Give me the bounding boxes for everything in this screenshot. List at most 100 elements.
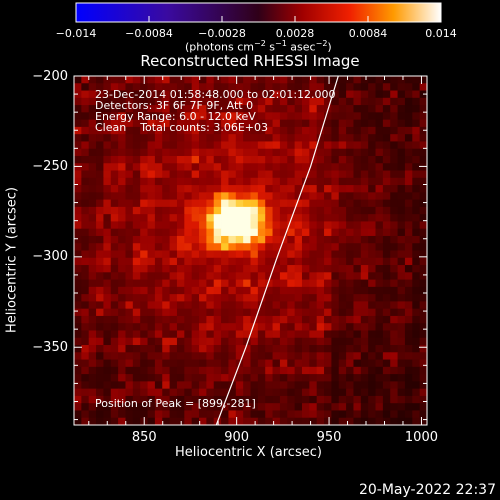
heatmap-cell xyxy=(265,410,273,419)
heatmap-cell xyxy=(140,330,148,339)
heatmap-cell xyxy=(243,105,251,113)
heatmap-cell xyxy=(81,185,90,193)
heatmap-cell xyxy=(213,272,222,280)
heatmap-cell xyxy=(419,250,427,259)
heatmap-cell xyxy=(206,192,215,200)
heatmap-cell xyxy=(338,221,347,230)
heatmap-cell xyxy=(81,199,90,208)
heatmap-cell xyxy=(382,403,391,411)
heatmap-cell xyxy=(279,228,288,237)
heatmap-cell xyxy=(412,352,421,360)
heatmap-cell xyxy=(213,286,222,295)
heatmap-cell xyxy=(176,279,185,288)
heatmap-cell xyxy=(250,134,259,142)
heatmap-cell xyxy=(301,177,310,186)
heatmap-cell xyxy=(412,163,421,171)
heatmap-cell xyxy=(316,163,325,171)
heatmap-cell xyxy=(338,97,347,106)
heatmap-cell xyxy=(132,126,141,135)
heatmap-cell xyxy=(309,330,318,339)
heatmap-cell xyxy=(140,279,148,288)
heatmap-cell xyxy=(324,345,332,353)
heatmap-cell xyxy=(324,221,332,230)
heatmap-cell xyxy=(81,112,90,121)
heatmap-cell xyxy=(272,185,281,193)
heatmap-cell xyxy=(206,155,215,164)
heatmap-cell xyxy=(353,97,362,106)
heatmap-cell xyxy=(324,148,332,157)
heatmap-cell xyxy=(176,83,185,91)
heatmap-cell xyxy=(191,294,200,302)
heatmap-cell xyxy=(199,374,207,382)
heatmap-cell xyxy=(324,330,332,339)
heatmap-cell xyxy=(279,90,288,99)
heatmap-cell xyxy=(213,119,222,128)
heatmap-cell xyxy=(287,185,296,193)
heatmap-cell xyxy=(103,221,112,230)
heatmap-cell xyxy=(390,119,398,128)
heatmap-cell xyxy=(81,417,90,425)
heatmap-cell xyxy=(206,337,215,346)
heatmap-cell xyxy=(353,83,362,91)
heatmap-cell xyxy=(125,272,134,280)
heatmap-cell xyxy=(294,279,303,288)
heatmap-cell xyxy=(184,250,193,259)
heatmap-cell xyxy=(162,265,170,273)
heatmap-cell xyxy=(96,301,104,310)
heatmap-cell xyxy=(228,410,237,419)
heatmap-cell xyxy=(132,141,141,150)
heatmap-cell xyxy=(279,83,288,91)
heatmap-cell xyxy=(346,155,354,164)
heatmap-cell xyxy=(221,381,229,390)
heatmap-cell xyxy=(199,352,207,360)
heatmap-cell xyxy=(346,90,354,99)
heatmap-cell xyxy=(169,388,178,397)
heatmap-cell xyxy=(375,301,384,310)
heatmap-cell xyxy=(221,403,229,411)
heatmap-cell xyxy=(213,265,222,273)
heatmap-cell xyxy=(118,301,126,310)
heatmap-cell xyxy=(360,206,369,215)
heatmap-cell xyxy=(412,141,421,150)
heatmap-cell xyxy=(257,301,266,310)
heatmap-cell xyxy=(412,417,421,425)
heatmap-cell xyxy=(235,272,244,280)
heatmap-cell xyxy=(390,250,398,259)
heatmap-cell xyxy=(382,381,391,390)
heatmap-cell xyxy=(140,301,148,310)
heatmap-cell xyxy=(279,221,288,230)
heatmap-cell xyxy=(162,228,170,237)
heatmap-cell xyxy=(338,105,347,113)
heatmap-cell xyxy=(176,330,185,339)
date-stamp: 20-May-2022 22:37 xyxy=(358,482,496,498)
heatmap-cell xyxy=(360,410,369,419)
heatmap-cell xyxy=(154,228,163,237)
heatmap-cell xyxy=(294,185,303,193)
heatmap-cell xyxy=(382,206,391,215)
heatmap-cell xyxy=(279,366,288,375)
heatmap-cell xyxy=(125,90,134,99)
heatmap-cell xyxy=(419,214,427,222)
heatmap-cell xyxy=(81,374,90,382)
heatmap-cell xyxy=(279,185,288,193)
heatmap-cell xyxy=(250,388,259,397)
heatmap-cell xyxy=(257,352,266,360)
heatmap-cell xyxy=(243,323,251,331)
heatmap-cell xyxy=(147,214,156,222)
heatmap-cell xyxy=(74,410,82,419)
heatmap-cell xyxy=(279,315,288,324)
heatmap-cell xyxy=(419,206,427,215)
heatmap-cell xyxy=(338,170,347,179)
heatmap-cell xyxy=(140,119,148,128)
heatmap-cell xyxy=(375,126,384,135)
heatmap-cell xyxy=(353,352,362,360)
heatmap-cell xyxy=(132,105,141,113)
heatmap-cell xyxy=(110,185,119,193)
heatmap-cell xyxy=(147,323,156,331)
heatmap-cell xyxy=(81,141,90,150)
heatmap-cell xyxy=(110,345,119,353)
heatmap-cell xyxy=(316,148,325,157)
heatmap-cell xyxy=(375,359,384,368)
heatmap-cell xyxy=(162,199,170,208)
heatmap-cell xyxy=(154,345,163,353)
